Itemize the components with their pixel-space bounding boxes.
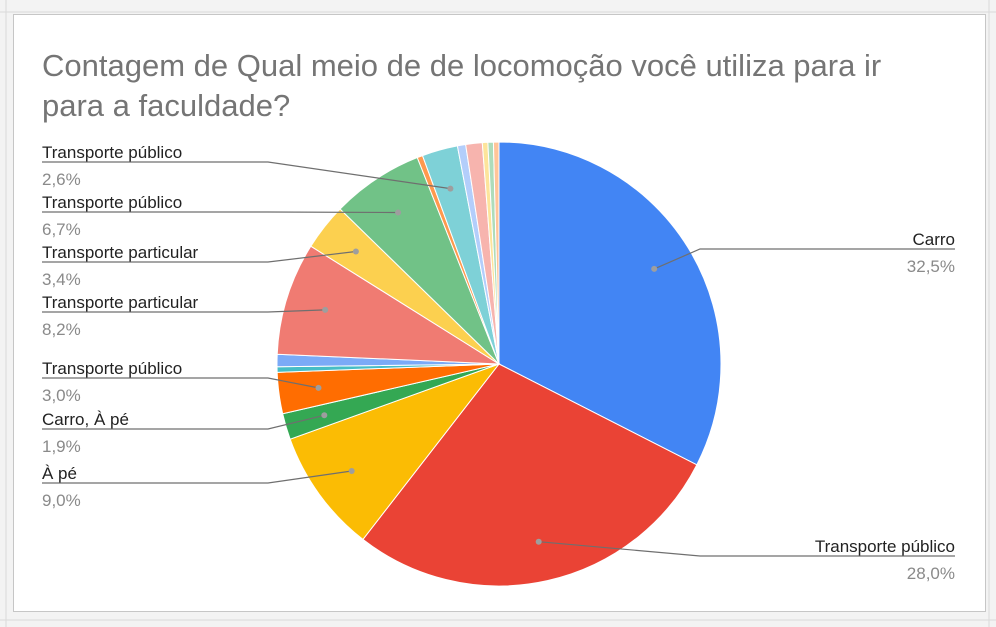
leader-dot-8 <box>352 248 359 255</box>
slice-label-name-1: Transporte público <box>815 537 955 556</box>
slice-label-2: À pé 9,0% <box>42 464 355 510</box>
leader-line-11 <box>42 161 451 190</box>
slice-label-name-8: Transporte particular <box>42 243 199 262</box>
slice-label-pct-7: 8,2% <box>42 320 81 339</box>
slice-label-name-11: Transporte público <box>42 143 182 162</box>
leader-dot-0 <box>651 265 658 272</box>
slice-label-pct-11: 2,6% <box>42 170 81 189</box>
pie-labels: Carro 32,5% Transporte público 28,0% À pé 9,0… <box>42 143 955 583</box>
leader-dot-4 <box>315 384 322 391</box>
slice-label-0: Carro 32,5% <box>651 230 955 276</box>
slice-label-pct-3: 1,9% <box>42 437 81 456</box>
slice-label-name-3: Carro, À pé <box>42 410 129 429</box>
leader-line-2 <box>42 470 352 484</box>
pie-slice-0[interactable] <box>498 141 722 466</box>
leader-dot-3 <box>321 412 328 419</box>
pie-slice-1[interactable] <box>362 363 698 587</box>
slice-label-name-2: À pé <box>42 464 77 483</box>
leader-dot-2 <box>348 468 355 474</box>
leader-dot-7 <box>322 306 329 313</box>
leader-line-1 <box>538 541 955 557</box>
slice-label-pct-0: 32,5% <box>907 257 955 276</box>
slice-label-pct-9: 6,7% <box>42 220 81 239</box>
pie-slice-16[interactable] <box>492 141 500 365</box>
slice-label-1: Transporte público 28,0% <box>535 537 955 583</box>
chart-title: Contagem de Qual meio de de locomoção vo… <box>42 48 882 123</box>
slice-label-name-4: Transporte público <box>42 359 182 378</box>
slice-label-11: Transporte público 2,6% <box>42 143 454 192</box>
leader-dot-9 <box>395 209 402 216</box>
slice-label-9: Transporte público 6,7% <box>42 193 402 239</box>
leader-line-4 <box>42 377 319 389</box>
slice-label-name-0: Carro <box>912 230 955 249</box>
leader-line-0 <box>653 248 955 270</box>
leader-line-3 <box>42 414 325 430</box>
slice-label-7: Transporte particular 8,2% <box>42 293 329 339</box>
leader-dot-1 <box>535 538 542 545</box>
leader-line-8 <box>42 250 356 263</box>
slice-label-pct-8: 3,4% <box>42 270 81 289</box>
slice-label-pct-4: 3,0% <box>42 386 81 405</box>
slice-label-4: Transporte público 3,0% <box>42 359 322 405</box>
slice-label-pct-2: 9,0% <box>42 491 81 510</box>
pie-slice-2[interactable] <box>289 362 501 541</box>
slice-label-pct-1: 28,0% <box>907 564 955 583</box>
pie-slices <box>276 141 722 587</box>
leader-line-9 <box>42 211 399 214</box>
slice-label-name-7: Transporte particular <box>42 293 199 312</box>
pie-slice-7[interactable] <box>276 245 501 365</box>
slice-label-3: Carro, À pé 1,9% <box>42 410 328 456</box>
leader-line-7 <box>42 309 326 313</box>
leader-dot-11 <box>447 185 454 192</box>
slice-label-name-9: Transporte público <box>42 193 182 212</box>
slice-label-8: Transporte particular 3,4% <box>42 243 359 289</box>
